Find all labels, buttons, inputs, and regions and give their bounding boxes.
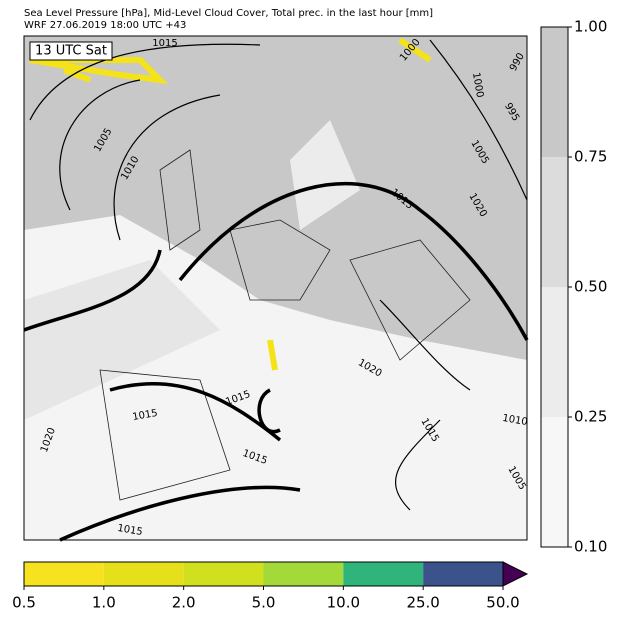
thin-cloud — [290, 120, 360, 230]
coastline — [99, 149, 471, 501]
isobar-1015 — [23, 181, 529, 542]
colorbar-tick-label: 1.00 — [574, 18, 607, 36]
colorbar-segment — [541, 157, 568, 287]
precip-colorbar: 0.5 1.0 2.0 5.0 10.0 25.0 50.0 — [12, 561, 529, 612]
subtitle-line: WRF 27.06.2019 18:00 UTC +43 — [24, 20, 186, 31]
colorbar-segment — [24, 562, 104, 586]
colorbar-segment — [541, 27, 568, 157]
cloud-colorbar: 0.10 0.25 0.50 0.75 1.00 — [540, 18, 607, 556]
colorbar-tick-label: 5.0 — [252, 594, 276, 612]
precip-area — [29, 37, 432, 371]
colorbar-tick-label: 2.0 — [172, 594, 196, 612]
colorbar-tick-label: 0.25 — [574, 408, 607, 426]
time-box — [29, 41, 113, 61]
map-frame — [23, 35, 528, 541]
contour-label: 1010 — [501, 413, 528, 428]
colorbar-tick-label: 0.5 — [12, 594, 36, 612]
colorbar-segment — [343, 562, 424, 586]
colorbar-segment — [541, 417, 568, 547]
contour-label: 1015 — [152, 38, 177, 49]
thin-cloud — [24, 260, 220, 420]
colorbar-segment — [423, 562, 503, 586]
colorbar-extension — [502, 561, 529, 587]
colorbar-tick-label: 25.0 — [406, 594, 439, 612]
isobar — [379, 39, 528, 511]
colorbar-tick-label: 50.0 — [486, 594, 519, 612]
colorbar-segment — [263, 562, 344, 586]
title-line: Sea Level Pressure [hPa], Mid-Level Clou… — [24, 8, 433, 19]
contour-label: 1000 — [470, 72, 485, 99]
contour-label: 1015 — [116, 523, 143, 538]
colorbar-tick-label: 10.0 — [327, 594, 360, 612]
colorbar-segment — [541, 287, 568, 417]
colorbar-tick-label: 0.10 — [574, 538, 607, 556]
colorbar-segment — [103, 562, 184, 586]
colorbar-tick-label: 1.0 — [92, 594, 116, 612]
colorbar-tick-label: 0.75 — [574, 148, 607, 166]
colorbar-tick-label: 0.50 — [574, 278, 607, 296]
colorbar-segment — [183, 562, 264, 586]
time-label: 13 UTC Sat — [35, 44, 107, 59]
contour-label: 1015 — [132, 408, 159, 423]
